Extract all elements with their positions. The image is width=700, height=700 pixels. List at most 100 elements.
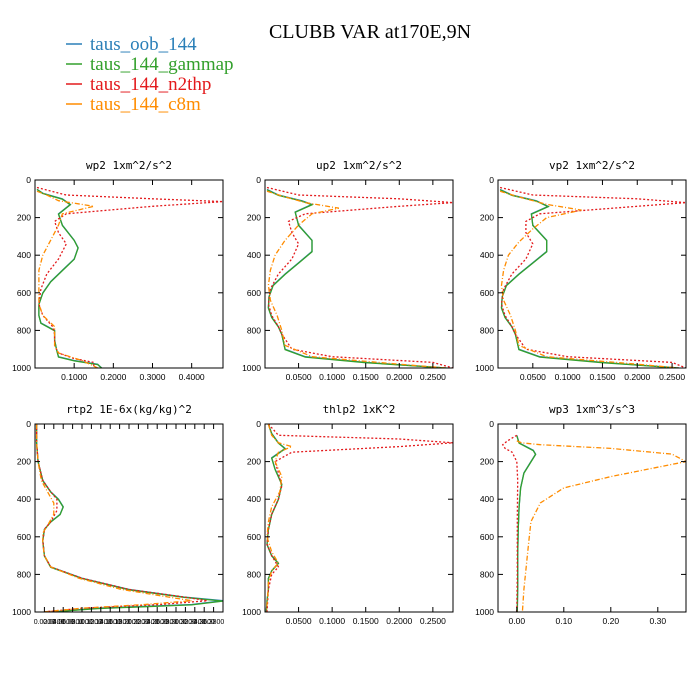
- y-tick-label: 800: [247, 569, 261, 579]
- y-tick-label: 400: [480, 494, 494, 504]
- y-tick-label: 600: [17, 288, 31, 298]
- y-tick-label: 400: [17, 250, 31, 260]
- series-line: [499, 190, 680, 368]
- x-tick-label: 0.30: [650, 616, 667, 626]
- y-tick-label: 800: [480, 325, 494, 335]
- y-tick-label: 1000: [475, 607, 494, 617]
- x-tick-label: 0.0200: [34, 619, 56, 626]
- series-line: [35, 424, 208, 612]
- legend-label: taus_oob_144: [90, 34, 197, 55]
- x-tick-label: 0.1000: [319, 616, 345, 626]
- x-tick-label: 0.2000: [100, 372, 126, 382]
- x-tick-label: 0.0500: [520, 372, 546, 382]
- x-tick-label: 0.00: [509, 616, 526, 626]
- plot-frame: [497, 423, 687, 613]
- series-line: [501, 434, 519, 612]
- x-tick-label: 0.0600: [52, 619, 74, 626]
- y-tick-label: 1000: [242, 607, 261, 617]
- x-tick-label: 0.1200: [81, 619, 103, 626]
- panel-title: vp2 1xm^2/s^2: [549, 159, 635, 172]
- x-tick-label: 0.0500: [286, 372, 312, 382]
- x-tick-label: 0.2800: [156, 619, 178, 626]
- series-line: [516, 435, 537, 612]
- y-tick-label: 400: [247, 494, 261, 504]
- plot-frame: [497, 179, 687, 369]
- series-line: [516, 440, 686, 612]
- series-line: [516, 435, 537, 612]
- panel-title: up2 1xm^2/s^2: [316, 159, 402, 172]
- y-tick-label: 0: [256, 419, 261, 429]
- x-tick-label: 0.2000: [386, 616, 412, 626]
- plot-frame: [264, 179, 454, 369]
- panel-title: thlp2 1xK^2: [323, 403, 396, 416]
- x-tick-label: 0.2000: [386, 372, 412, 382]
- panel-title: rtp2 1E-6x(kg/kg)^2: [66, 403, 192, 416]
- x-tick-label: 0.2000: [624, 372, 650, 382]
- x-tick-label: 0.2600: [146, 619, 168, 626]
- figure-title: CLUBB VAR at170E,9N: [269, 21, 471, 43]
- series-line: [266, 189, 447, 368]
- plot-frame: [34, 179, 224, 369]
- series-line: [36, 186, 223, 368]
- series-line: [35, 424, 223, 612]
- x-tick-label: 0.1000: [319, 372, 345, 382]
- series-line: [36, 190, 98, 368]
- y-tick-label: 200: [17, 213, 31, 223]
- x-tick-label: 0.2500: [420, 372, 446, 382]
- x-tick-label: 0.1400: [90, 619, 112, 626]
- x-tick-label: 0.0800: [62, 619, 84, 626]
- y-tick-label: 800: [480, 569, 494, 579]
- series-line: [35, 424, 192, 612]
- y-tick-label: 800: [247, 325, 261, 335]
- y-tick-label: 1000: [12, 607, 31, 617]
- series-line: [499, 188, 680, 368]
- series-line: [36, 188, 103, 368]
- x-tick-label: 0.1000: [71, 619, 93, 626]
- x-tick-label: 0.3000: [165, 619, 187, 626]
- x-tick-label: 0.2000: [118, 619, 140, 626]
- y-tick-label: 200: [247, 213, 261, 223]
- series-line: [266, 186, 453, 368]
- plot-frame: [34, 423, 224, 613]
- y-tick-label: 600: [480, 532, 494, 542]
- y-tick-label: 600: [17, 532, 31, 542]
- x-tick-label: 0.0500: [286, 616, 312, 626]
- y-tick-label: 0: [256, 175, 261, 185]
- y-tick-label: 600: [247, 532, 261, 542]
- chart-panel: thlp2 1xK^2 0 200 400 600 800 1000 0.0500 0.1000…: [242, 403, 454, 626]
- y-tick-label: 0: [489, 175, 494, 185]
- x-tick-label: 0.4000: [179, 372, 205, 382]
- series-line: [266, 190, 447, 368]
- x-tick-label: 0.1500: [353, 372, 379, 382]
- plot-frame: [264, 423, 454, 613]
- y-tick-label: 200: [247, 457, 261, 467]
- y-tick-label: 800: [17, 569, 31, 579]
- y-tick-label: 200: [480, 213, 494, 223]
- x-tick-label: 0.1500: [353, 616, 379, 626]
- series-line: [266, 188, 447, 368]
- y-tick-label: 200: [17, 457, 31, 467]
- chart-panel: wp2 1xm^2/s^2 0 200 400 600 800 1000 0.1000 0.20…: [12, 159, 224, 382]
- y-tick-label: 0: [489, 419, 494, 429]
- chart-panel: wp3 1xm^3/s^3 0 200 400 600 800 1000 0.00 0.10 0.…: [475, 403, 687, 626]
- series-line: [266, 424, 453, 612]
- x-tick-label: 0.1500: [589, 372, 615, 382]
- y-tick-label: 400: [480, 250, 494, 260]
- y-tick-label: 200: [480, 457, 494, 467]
- chart-panel: up2 1xm^2/s^2 0 200 400 600 800 1000 0.0500 0.10…: [242, 159, 454, 382]
- chart-panel: vp2 1xm^2/s^2 0 200 400 600 800 1000 0.0500 0.10…: [475, 159, 687, 382]
- x-tick-label: 0.0400: [43, 619, 65, 626]
- x-tick-label: 0.3400: [184, 619, 206, 626]
- series-line: [499, 189, 680, 368]
- y-tick-label: 1000: [12, 363, 31, 373]
- x-tick-label: 0.1000: [61, 372, 87, 382]
- legend-label: taus_144_n2thp: [90, 74, 211, 95]
- y-tick-label: 600: [247, 288, 261, 298]
- y-tick-label: 1000: [242, 363, 261, 373]
- x-tick-label: 0.10: [556, 616, 573, 626]
- chart-panel: rtp2 1E-6x(kg/kg)^2 0 200 400 600 800 10000.02…: [12, 403, 224, 626]
- x-tick-label: 0.3800: [203, 619, 225, 626]
- x-tick-label: 0.3200: [175, 619, 197, 626]
